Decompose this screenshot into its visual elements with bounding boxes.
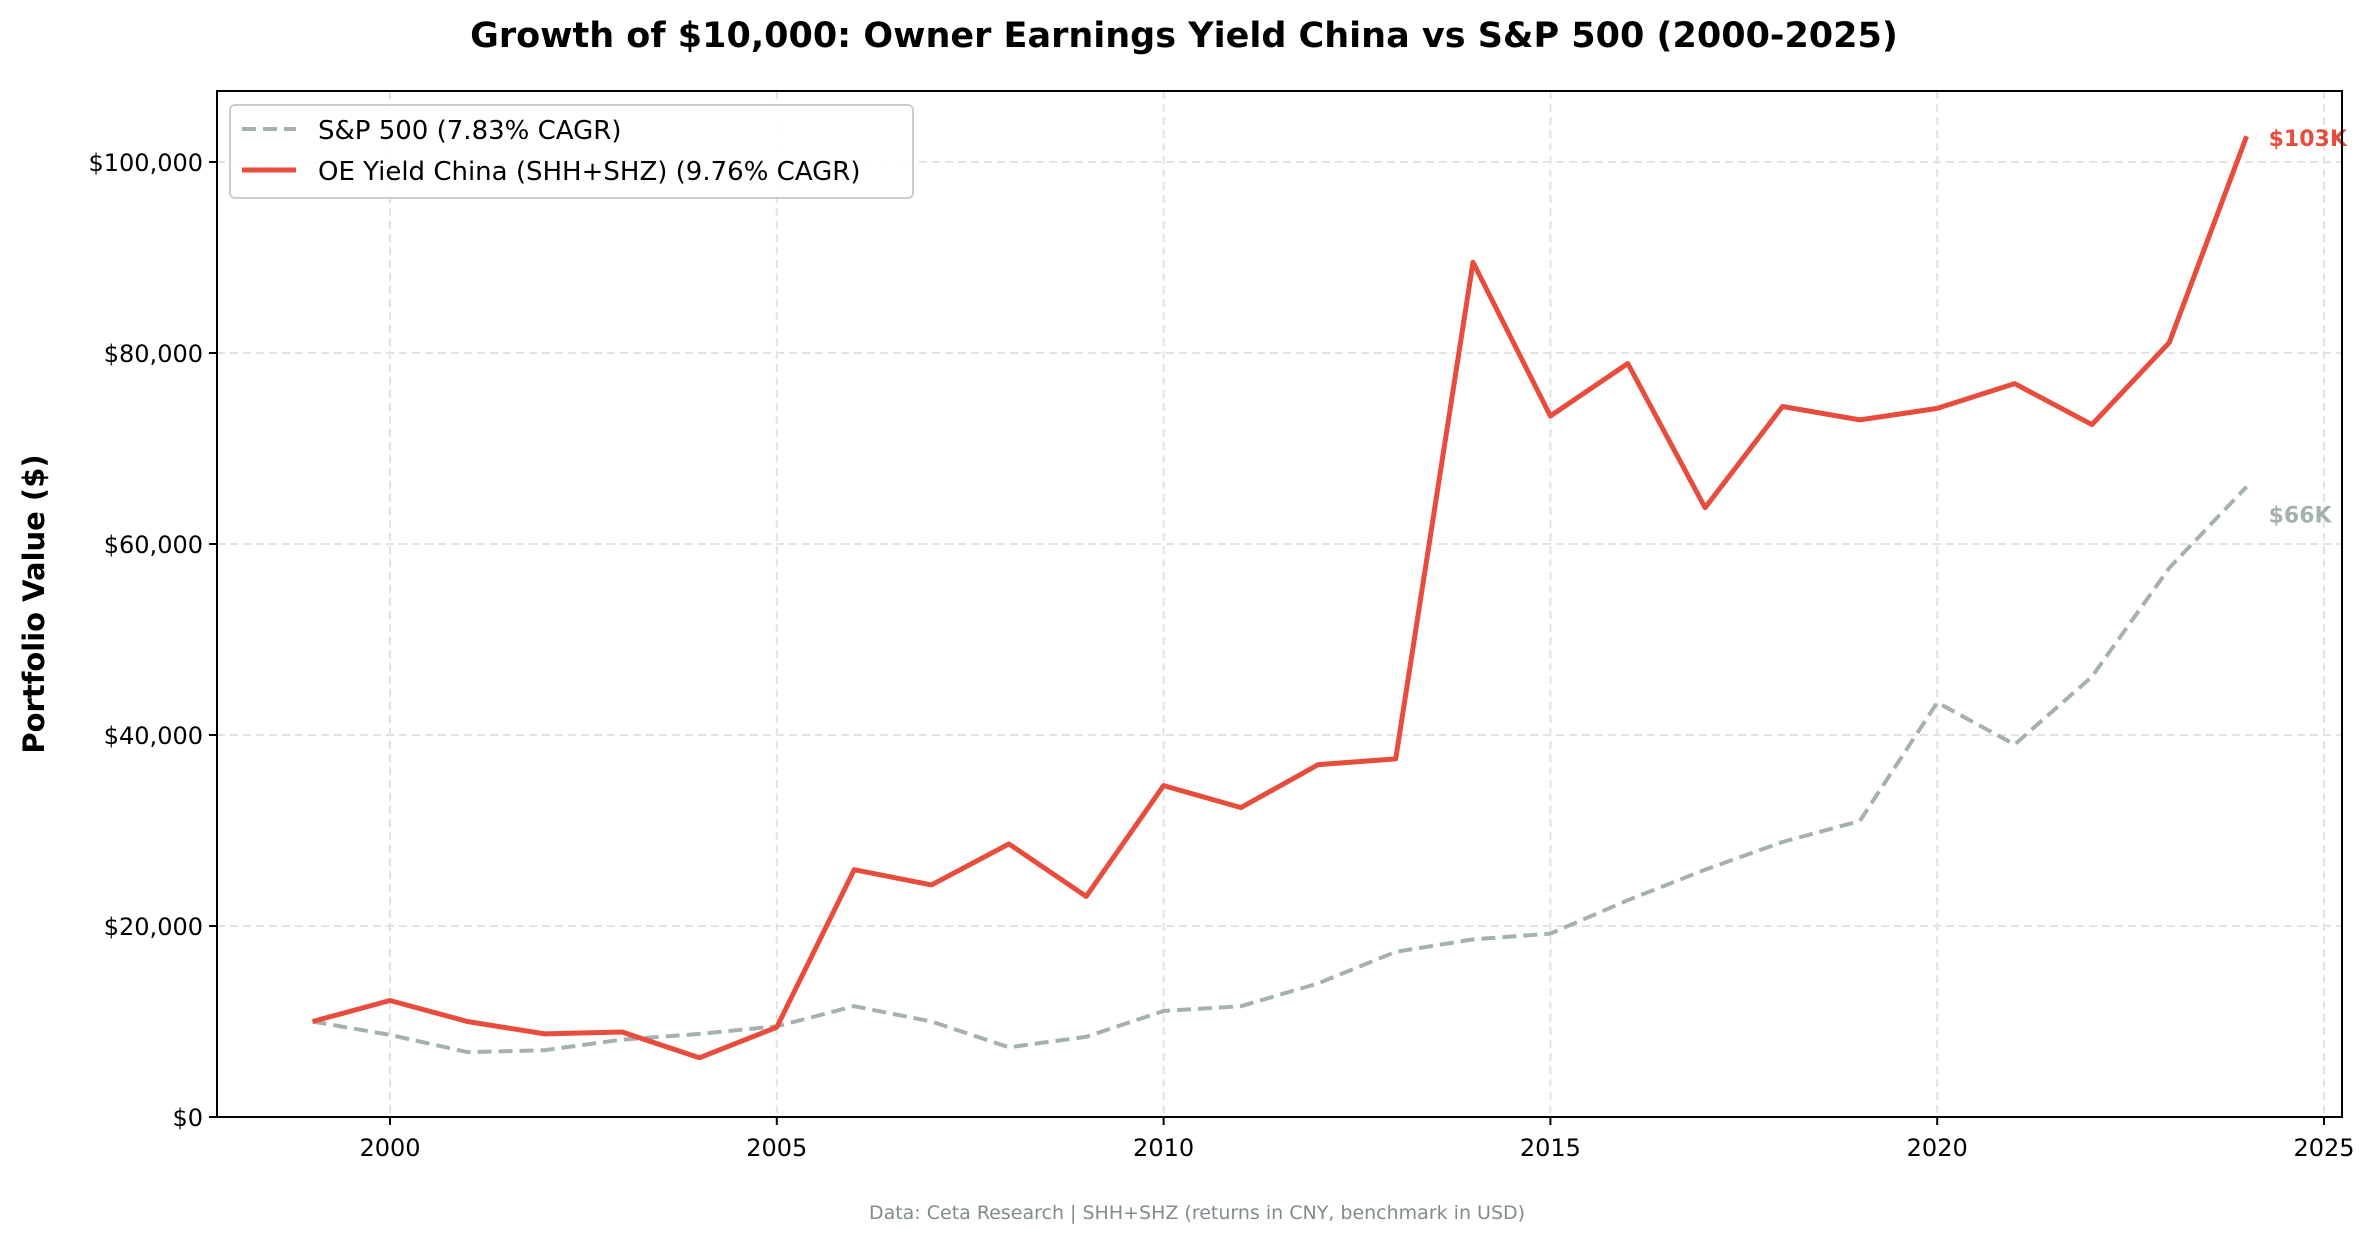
- x-tick-label: 2010: [1133, 1134, 1194, 1162]
- y-axis-label: Portfolio Value ($): [17, 454, 51, 753]
- y-tick-label: $80,000: [104, 340, 203, 368]
- y-tick-label: $60,000: [104, 531, 203, 559]
- end-value-label: $66K: [2269, 504, 2333, 529]
- y-tick-label: $40,000: [104, 722, 203, 750]
- footnote: Data: Ceta Research | SHH+SHZ (returns i…: [869, 1202, 1525, 1224]
- y-tick-label: $20,000: [104, 913, 203, 941]
- oe-china-line: [313, 136, 2247, 1058]
- plot-frame: [217, 91, 2342, 1117]
- end-value-label: $103K: [2269, 127, 2348, 152]
- series-layer: $66K $103K: [313, 127, 2348, 1058]
- grid: [217, 91, 2342, 1117]
- x-tick-label: 2005: [746, 1134, 807, 1162]
- legend-label-oe-china: OE Yield China (SHH+SHZ) (9.76% CAGR): [318, 157, 861, 187]
- legend-label-sp500: S&P 500 (7.83% CAGR): [318, 116, 621, 146]
- sp500-line: [313, 487, 2247, 1052]
- y-tick-label: $0: [172, 1104, 203, 1132]
- legend: S&P 500 (7.83% CAGR) OE Yield China (SHH…: [230, 105, 913, 198]
- x-tick-label: 2020: [1907, 1134, 1968, 1162]
- x-tick-label: 2025: [2293, 1134, 2354, 1162]
- y-tick-label: $100,000: [88, 149, 203, 177]
- x-tick-label: 2015: [1520, 1134, 1581, 1162]
- chart-title: Growth of $10,000: Owner Earnings Yield …: [470, 16, 1898, 56]
- x-tick-label: 2000: [359, 1134, 420, 1162]
